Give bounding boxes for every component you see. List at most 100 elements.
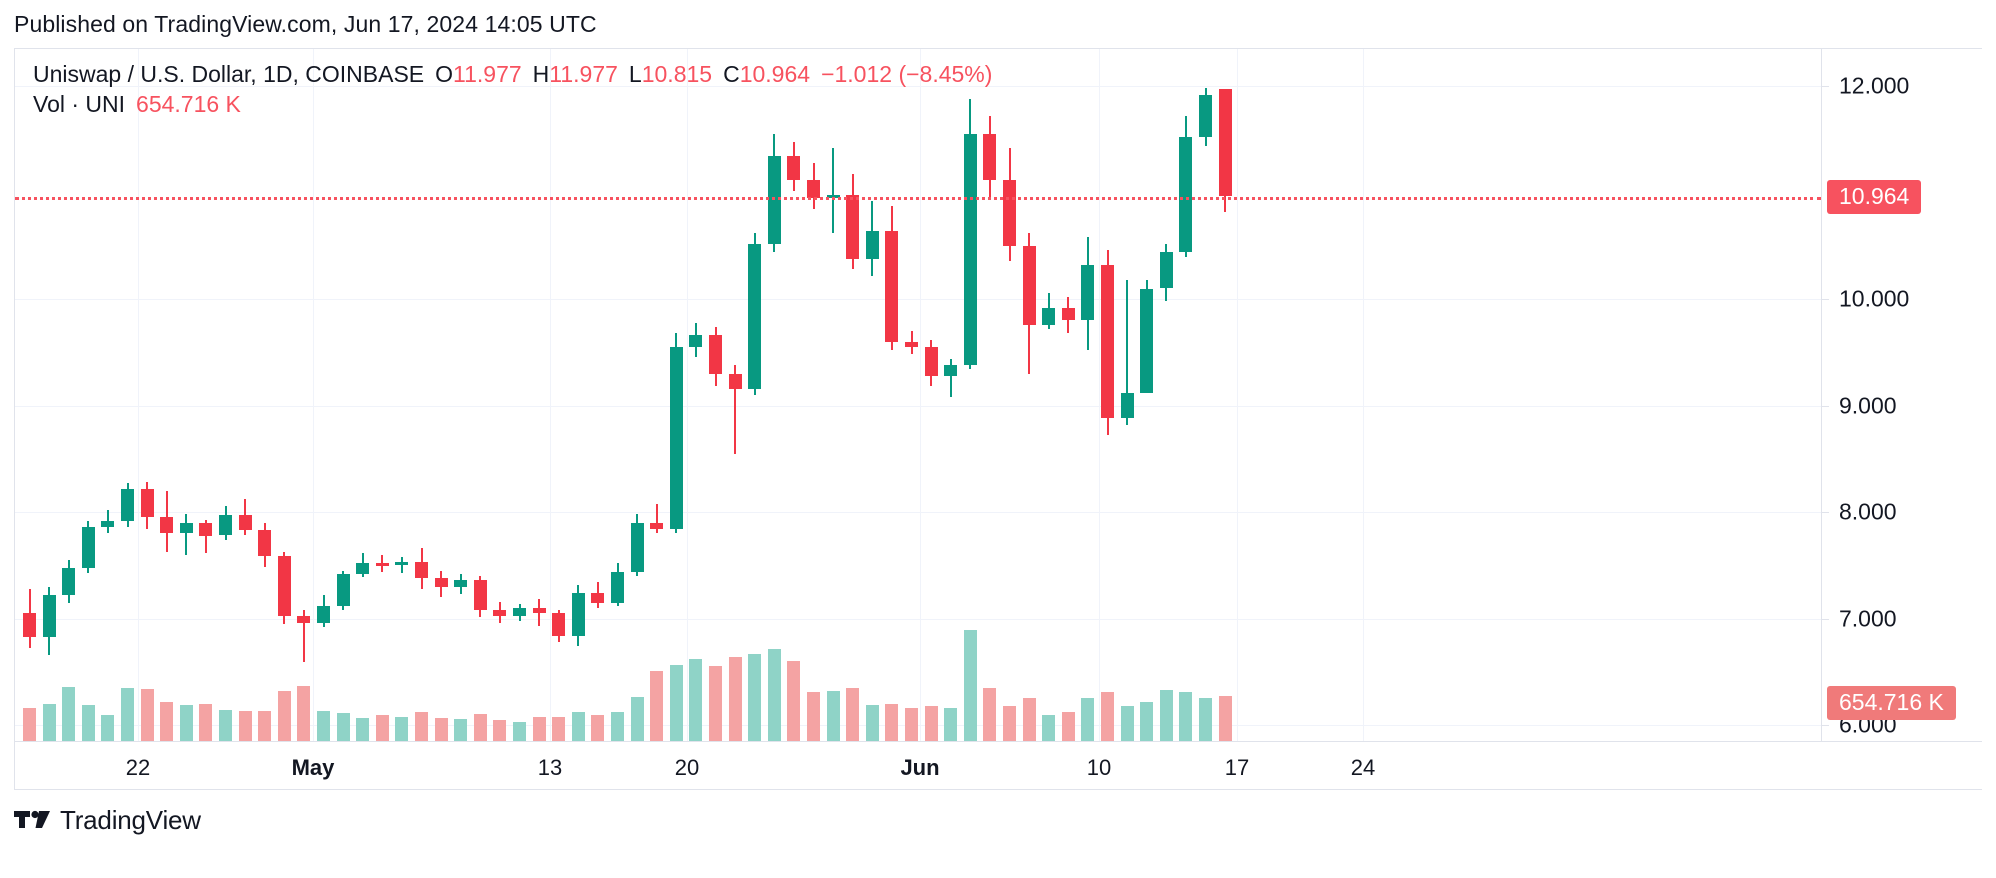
candle-body [983,134,997,180]
time-scale-label: May [291,755,335,780]
candle-body [1022,246,1036,325]
price-scale-label: 8.000 [1839,498,1897,525]
candle-body [258,530,272,556]
volume-bar [630,696,644,741]
volume-bar [669,664,683,741]
candle-body [160,517,174,534]
grid-line-vertical [313,49,314,741]
candle-body [728,373,742,389]
candle-body [571,593,585,636]
price-scale-tick [1822,618,1829,620]
volume-bar [395,716,409,741]
candle-body [238,515,252,531]
chart-plot-pane[interactable] [15,49,1821,741]
candle-body [650,522,664,530]
candle-body [944,365,958,376]
volume-bar [101,714,115,741]
grid-line-horizontal [15,512,1821,514]
price-scale-tick [1822,86,1829,88]
candle-wick [832,148,835,234]
candle-wick [949,358,952,398]
volume-bar [865,704,879,741]
volume-bar [42,703,56,741]
time-scale-label: 20 [674,755,700,780]
price-scale-tick [1822,405,1829,407]
candle-body [473,580,487,610]
last-price-badge[interactable]: 10.964 [1827,179,1922,214]
price-scale[interactable]: 12.000 10.000 9.000 8.000 7.000 6.000 10.964 65… [1821,49,1982,741]
price-scale-label: 10.000 [1839,285,1910,312]
volume-bar [81,704,95,741]
volume-bar [689,659,703,741]
volume-bar [258,711,272,741]
volume-value-badge[interactable]: 654.716 K [1827,686,1956,720]
volume-bar [356,718,370,741]
volume-bar [905,707,918,741]
volume-bar [1022,698,1036,741]
candle-body [611,571,624,603]
volume-bar [1042,714,1056,741]
grid-line-vertical [1363,49,1364,741]
candle-wick [302,610,305,663]
time-scale-label: 24 [1350,755,1376,780]
candle-body [1042,307,1056,325]
chart-frame: Uniswap / U.S. Dollar, 1D, COINBASE O11.9… [14,48,1982,790]
candle-body [101,520,115,527]
volume-bar [1140,702,1154,741]
volume-bar [924,706,938,741]
time-scale[interactable]: 22 May 13 20 Jun 10 17 24 [15,741,1982,790]
volume-bar [728,657,742,741]
candle-body [1081,265,1095,321]
last-price-line [15,196,1821,200]
candle-body [1003,179,1016,246]
volume-bar [807,692,820,741]
candle-wick [655,503,658,534]
price-scale-label: 12.000 [1839,72,1910,99]
volume-bar [199,704,213,741]
candle-body [140,488,154,518]
published-text: Published on TradingView.com, Jun 17, 20… [14,10,597,37]
candle-body [552,613,566,636]
grid-line-vertical [920,49,921,741]
volume-bar [121,687,134,741]
candle-wick [734,365,737,454]
volume-bar [317,710,330,741]
candle-body [532,607,546,614]
time-scale-label: 17 [1224,755,1250,780]
tradingview-footer: TradingView [14,805,201,836]
candle-body [689,335,703,348]
grid-line-vertical [1237,49,1238,741]
candle-body [493,610,507,617]
candle-wick [185,514,188,555]
candle-body [415,562,428,579]
candle-body [336,573,350,606]
candle-body [1120,392,1134,419]
candle-body [1159,252,1173,289]
candle-body [42,595,56,637]
grid-line-horizontal [15,86,1821,88]
volume-bar [787,660,801,741]
time-scale-label: 13 [537,755,563,780]
candle-body [787,155,801,180]
candle-body [179,522,193,534]
candle-body [23,613,36,637]
price-scale-tick [1822,299,1829,301]
volume-bar [140,688,154,741]
candle-body [1140,288,1154,393]
volume-bar [983,688,997,741]
price-scale-label: 9.000 [1839,392,1897,419]
candle-body [434,578,448,587]
candle-wick [1126,280,1129,425]
volume-bar [748,653,762,741]
volume-bar [1081,698,1095,741]
volume-bar [1061,711,1075,741]
tradingview-wordmark: TradingView [60,805,201,835]
volume-bar [591,714,605,741]
time-scale-label: 10 [1086,755,1112,780]
candle-body [375,563,389,567]
price-scale-tick [1822,725,1829,726]
candle-body [356,563,370,574]
candle-body [924,347,938,376]
volume-bar [1199,698,1212,741]
